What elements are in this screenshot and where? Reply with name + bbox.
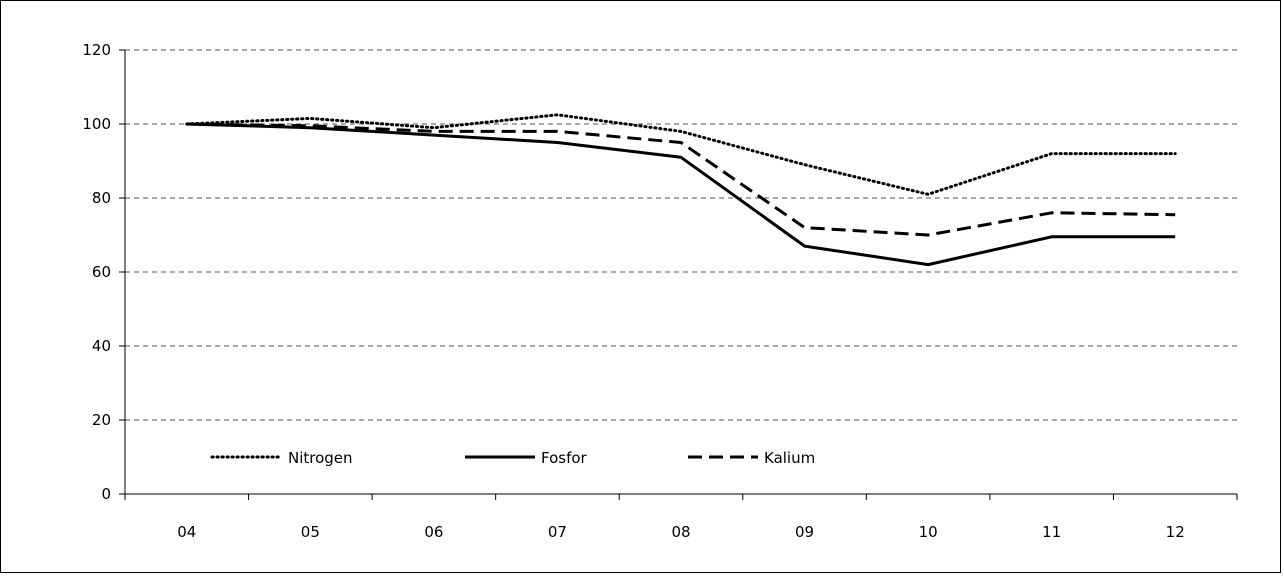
legend: Nitrogen Fosfor Kalium [210, 449, 815, 467]
x-tick-label: 05 [301, 523, 320, 541]
x-tick-label: 07 [548, 523, 567, 541]
legend-label-fosfor: Fosfor [541, 449, 588, 467]
axis-layer: 0 20 40 60 80 100 120 04 05 06 07 08 09 10 11 12 [82, 41, 1238, 541]
series-line-kalium [186, 122, 1176, 237]
x-tick-label: 04 [177, 523, 196, 541]
y-tick-label: 100 [82, 115, 111, 133]
x-tick-label: 12 [1166, 523, 1185, 541]
grid-layer [125, 49, 1237, 421]
x-tick-label: 08 [671, 523, 690, 541]
y-tick-label: 80 [92, 189, 111, 207]
x-tick-label: 10 [919, 523, 938, 541]
x-tick-label: 11 [1042, 523, 1061, 541]
y-tick-label: 20 [92, 411, 111, 429]
y-tick-label: 60 [92, 263, 111, 281]
y-tick-label: 120 [82, 41, 111, 59]
series-line-fosfor [186, 122, 1176, 267]
series-line-nitrogen [185, 113, 1177, 196]
legend-label-kalium: Kalium [764, 449, 815, 467]
legend-label-nitrogen: Nitrogen [288, 449, 353, 467]
x-tick-label: 09 [795, 523, 814, 541]
series-layer [185, 113, 1177, 267]
y-tick-label: 0 [101, 485, 111, 503]
x-tick-label: 06 [424, 523, 443, 541]
y-tick-label: 40 [92, 337, 111, 355]
